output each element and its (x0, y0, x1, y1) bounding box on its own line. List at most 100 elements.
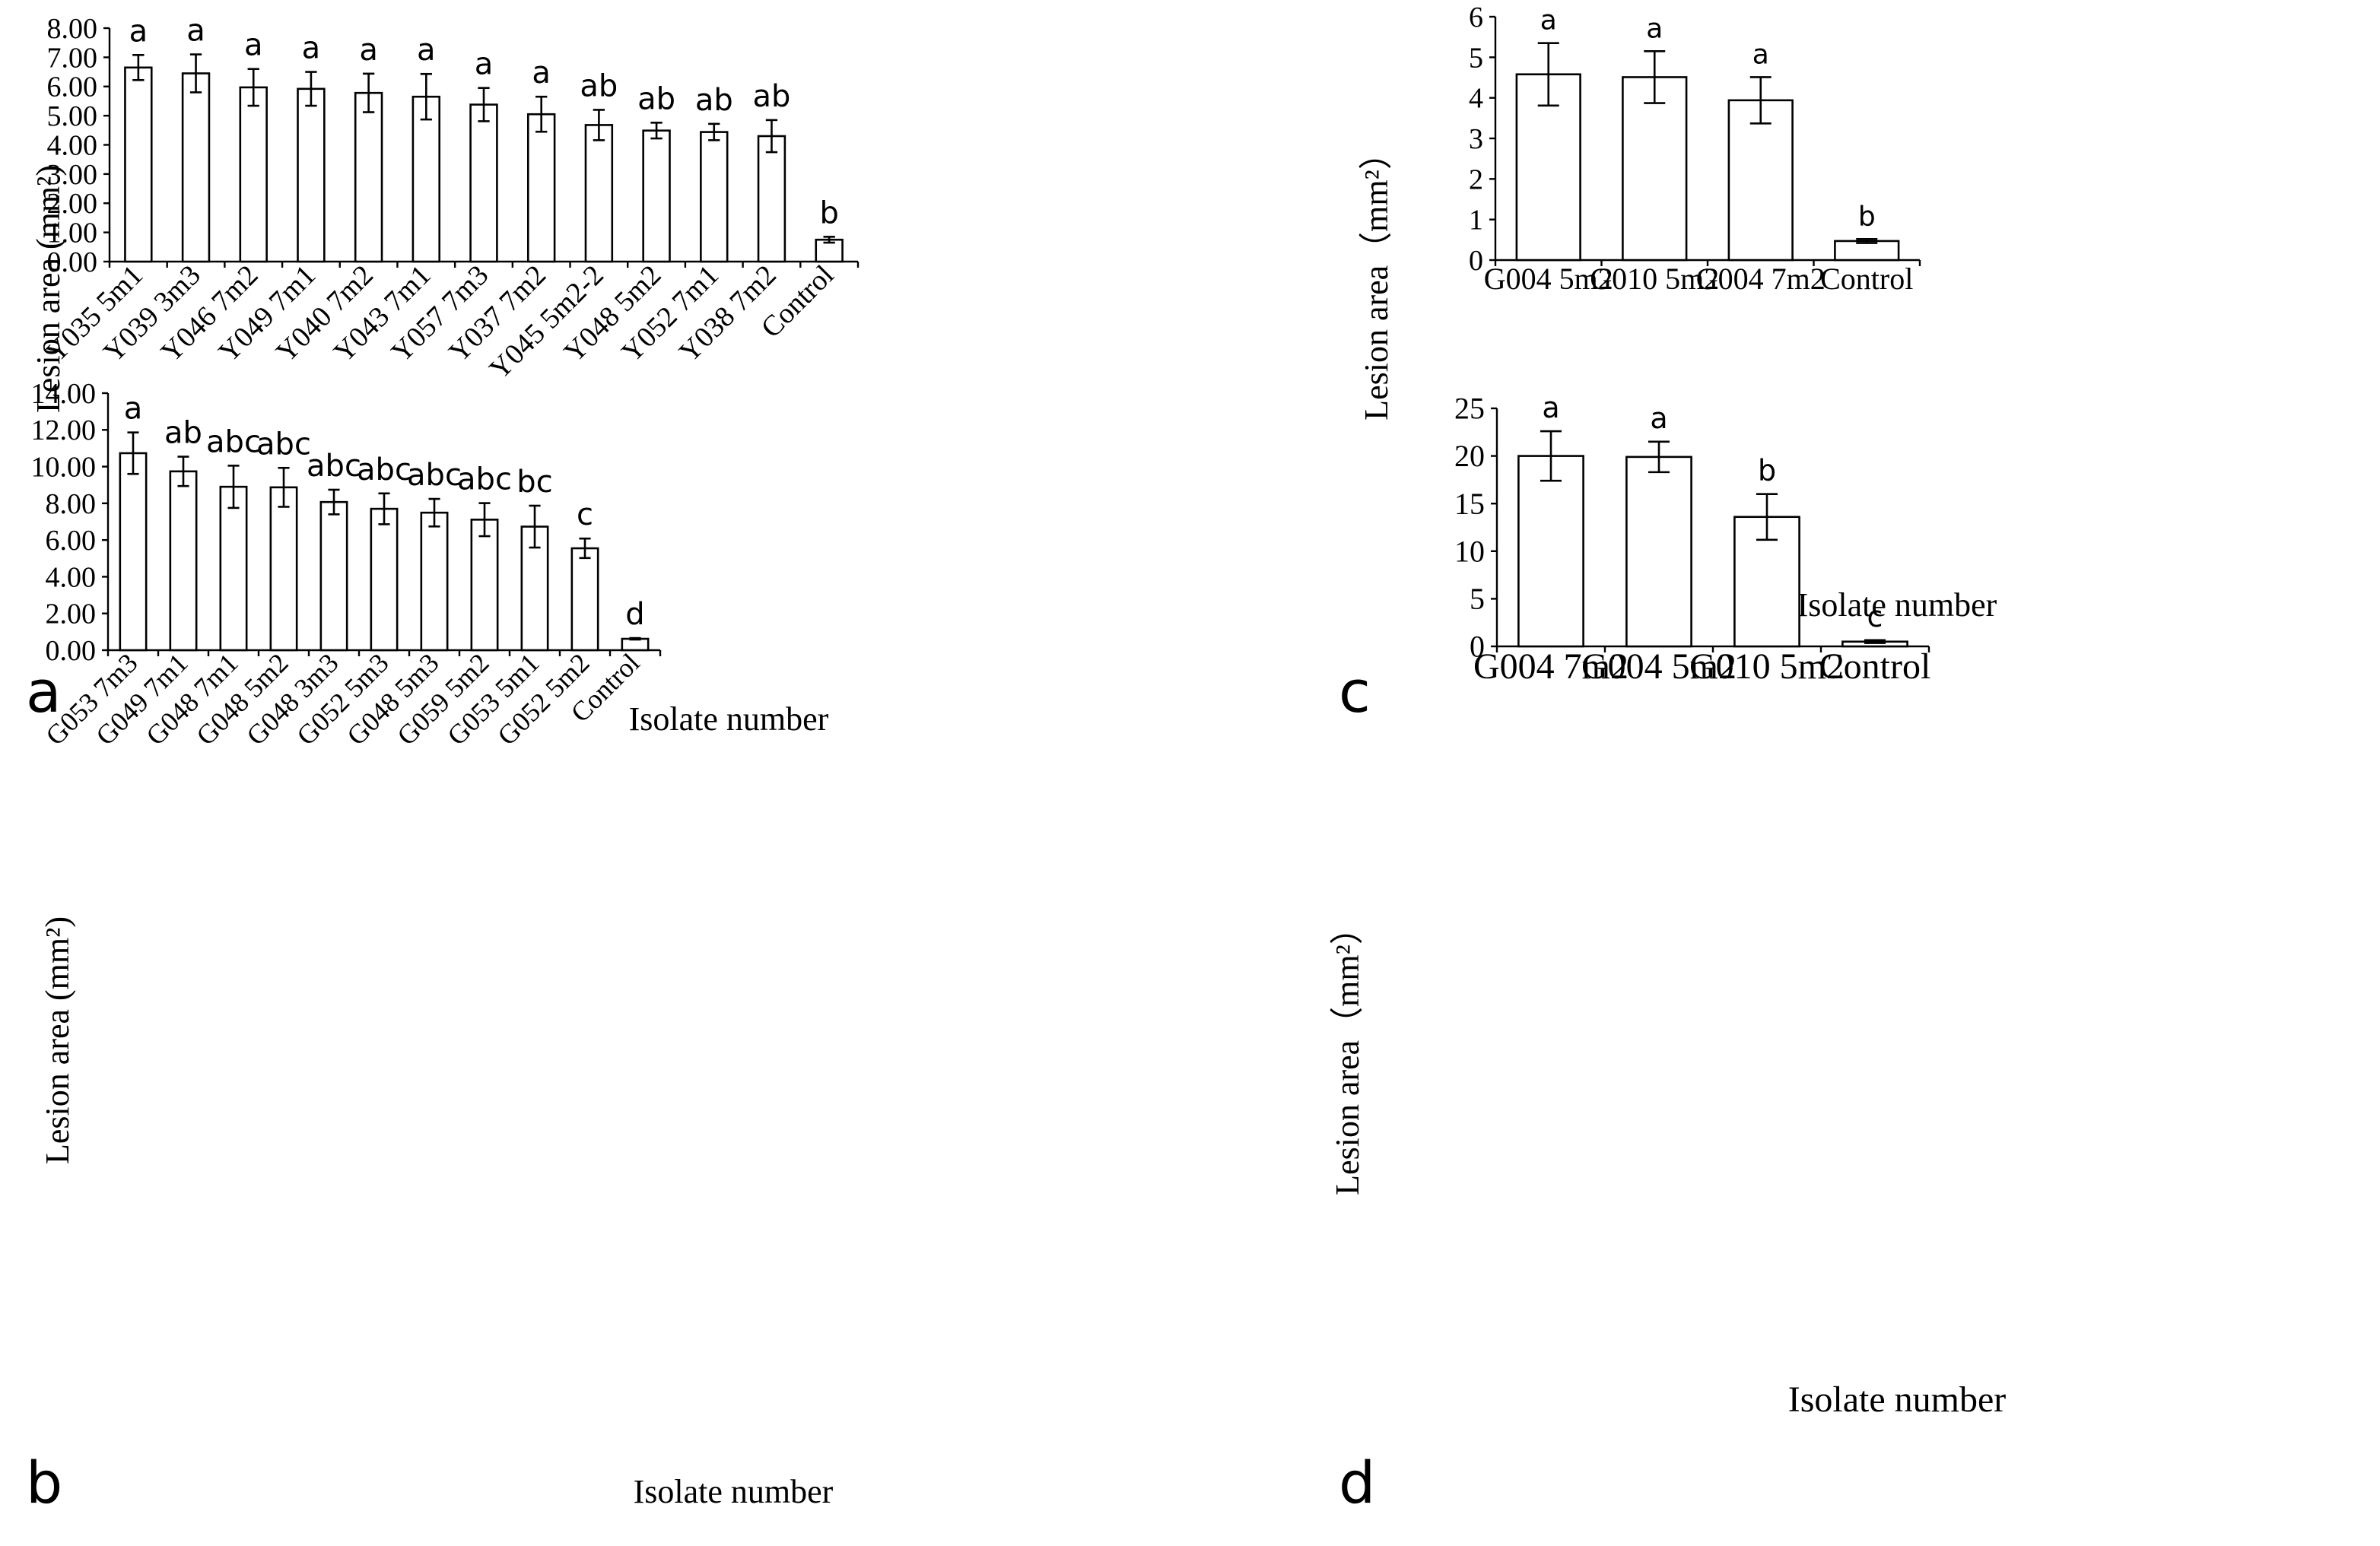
x-tick-label: G004 7m2 (1696, 262, 1826, 296)
y-tick-label: 5 (1469, 42, 1483, 74)
bar (642, 129, 671, 263)
significance-letter: abc (407, 458, 462, 493)
bar (239, 86, 268, 263)
y-tick-label: 2.00 (47, 188, 98, 220)
x-tick-label: G010 5m2 (1590, 262, 1719, 296)
significance-letter: b (819, 195, 838, 230)
significance-letter: abc (256, 427, 311, 462)
panel-c: c Isolate number Lesion area（mm²） 0 1 2 3 4 5… (1339, 2, 1997, 725)
panel-a: a Isolate number Lesion area (mm²) 0.001… (26, 13, 860, 738)
y-tick-label: 15 (1454, 487, 1485, 521)
y-tick-label: 1 (1469, 205, 1483, 237)
y-tick-label: 6.00 (47, 71, 98, 103)
panel-d-plot: 0 5 10 15 20 25 a G004 7m2 a G004 5m2 b G010 5m2 c Co… (1454, 391, 1930, 687)
significance-letter: a (124, 392, 143, 427)
significance-letter: c (577, 497, 593, 532)
y-tick-label: 2 (1469, 163, 1483, 195)
x-tick-label: G004 7m2 (1473, 646, 1629, 687)
bar (526, 113, 556, 263)
bar (219, 485, 248, 652)
bar (757, 135, 786, 263)
bar (1727, 99, 1794, 262)
panel-c-plot: 0 1 2 3 4 5 6 a G004 5m2 a G010 5m2 a G004 7m2 b Contr… (1469, 2, 1921, 296)
y-tick-label: 0.00 (47, 246, 98, 278)
significance-letter: ab (695, 83, 733, 118)
y-tick-label: 6 (1469, 2, 1483, 33)
bar (584, 124, 614, 263)
y-tick-label: 4.00 (47, 129, 98, 161)
bar (700, 131, 729, 263)
panel-c-label: c (1339, 658, 1371, 725)
y-tick-label: 8.00 (46, 488, 97, 520)
panel-b: b Isolate number Lesion area (mm²) 0.00 2… (26, 378, 834, 1516)
y-tick-label: 4 (1469, 83, 1483, 115)
panel-a-plot: 0.001.002.003.004.005.006.007.008.00 aY03… (40, 13, 860, 386)
y-tick-label: 8.00 (47, 13, 98, 45)
bar (297, 87, 326, 263)
bar (570, 547, 599, 652)
significance-letter: ab (637, 81, 675, 116)
y-tick-label: 5.00 (47, 100, 98, 132)
bar (124, 66, 153, 263)
significance-letter: a (475, 47, 494, 82)
significance-letter: ab (753, 79, 791, 114)
x-tick-label: Control (1819, 646, 1931, 687)
y-tick-label: 10.00 (31, 451, 97, 483)
x-tick-label: G004 5m2 (1484, 262, 1613, 296)
significance-letter: a (302, 31, 321, 66)
panel-b-xlabel: Isolate number (634, 1473, 834, 1510)
y-tick-label: 0 (1469, 245, 1483, 277)
significance-letter: a (129, 14, 148, 49)
bar (1622, 76, 1688, 262)
significance-letter: a (1752, 39, 1769, 70)
significance-letter: d (625, 597, 644, 632)
significance-letter: a (359, 33, 378, 68)
significance-letter: a (1542, 391, 1559, 424)
bar (470, 519, 499, 652)
panel-d-xlabel: Isolate number (1788, 1379, 2007, 1420)
panel-a-label: a (26, 658, 62, 725)
bar (1625, 456, 1692, 648)
panel-a-ylabel: Lesion area (mm²) (30, 165, 67, 413)
bar (354, 91, 383, 263)
y-tick-label: 7.00 (47, 42, 98, 74)
bar (420, 511, 449, 652)
panel-b-label: b (26, 1449, 62, 1516)
panel-c-ylabel: Lesion area（mm²） (1358, 136, 1395, 421)
bar (169, 470, 198, 652)
y-tick-label: 20 (1454, 439, 1485, 473)
significance-letter: a (1650, 402, 1667, 435)
y-tick-label: 25 (1454, 392, 1485, 426)
y-tick-label: 1.00 (47, 217, 98, 249)
significance-letter: abc (357, 452, 411, 487)
y-tick-label: 3.00 (47, 159, 98, 191)
bar (119, 452, 148, 652)
y-tick-label: 4.00 (46, 561, 97, 593)
bar (1517, 455, 1584, 648)
y-tick-label: 2.00 (46, 598, 97, 630)
significance-letter: b (1758, 454, 1776, 487)
y-tick-label: 12.00 (31, 414, 97, 446)
significance-letter: ab (580, 68, 618, 103)
x-tick-label: Control (1820, 262, 1913, 296)
panel-c-xlabel: Isolate number (1797, 586, 1997, 624)
y-tick-label: 5 (1470, 582, 1485, 616)
bar (411, 95, 441, 263)
significance-letter: abc (457, 462, 512, 497)
significance-letter: abc (206, 424, 261, 459)
panel-d: d Isolate number Lesion area（mm²） 0 5 10 15… (1329, 391, 2006, 1516)
bar (370, 507, 399, 652)
y-tick-label: 3 (1469, 123, 1483, 155)
panel-a-xlabel: Isolate number (629, 700, 829, 738)
significance-letter: ab (164, 416, 202, 451)
panel-b-ylabel: Lesion area (mm²) (39, 916, 76, 1164)
significance-letter: b (1858, 201, 1876, 232)
significance-letter: abc (307, 449, 361, 484)
panel-d-ylabel: Lesion area（mm²） (1329, 911, 1366, 1195)
significance-letter: bc (516, 465, 552, 500)
significance-letter: a (532, 56, 551, 90)
y-tick-label: 10 (1454, 534, 1485, 568)
significance-letter: a (186, 14, 205, 49)
